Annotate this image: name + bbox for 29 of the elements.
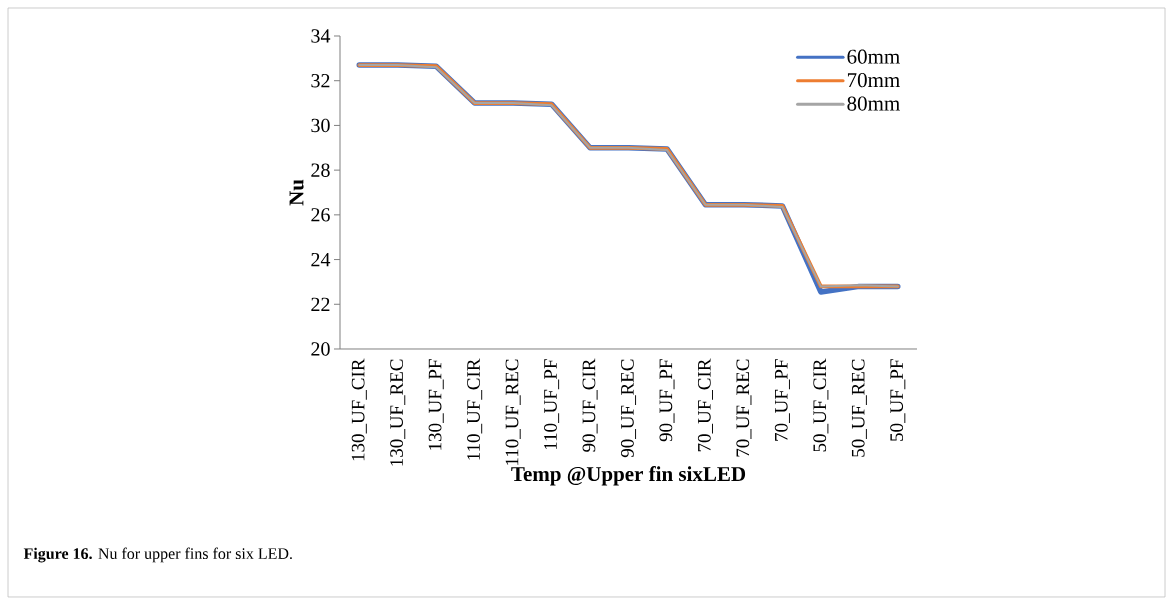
x-tick-label: 110_UF_PF [544,359,560,450]
x-tick-label: 130_UF_CIR [351,358,367,461]
x-tick-label: 70_UF_REC [736,359,752,457]
x-axis-title: Temp @Upper fin sixLED [511,466,746,486]
x-tick-label: 50_UF_REC [851,359,867,457]
x-tick-label: 70_UF_PF [774,359,790,441]
x-tick-label: 130_UF_REC [390,359,406,466]
legend-label: 70mm [847,73,900,88]
x-tick-label: 90_UF_REC [620,359,637,458]
x-tick-label: 110_UF_CIR [467,358,483,460]
x-tick-label: 50_UF_PF [890,359,906,441]
y-axis-title: Nu [289,179,304,206]
text: Figure 16. Nu for upper fins for six LED. [23,547,292,563]
legend-label: 60mm [847,49,900,64]
x-tick-label: 70_UF_CIR [697,358,713,452]
y-tick-label: 26 [311,208,330,222]
x-tick-label: 110_UF_REC [505,359,521,465]
y-tick-label: 32 [311,74,330,88]
legend-label: 80mm [847,96,900,111]
y-tick-label: 24 [311,252,331,267]
y-tick-label: 22 [311,297,330,311]
y-tick-label: 30 [311,118,330,133]
y-tick-label: 28 [311,163,330,177]
x-tick-label: 90_UF_PF [659,359,675,442]
y-tick-label: 20 [311,342,330,356]
x-tick-label: 90_UF_CIR [582,358,598,452]
x-tick-label: 50_UF_CIR [813,358,829,452]
x-tick-label: 130_UF_PF [428,359,444,450]
y-tick-label: 34 [311,29,331,43]
